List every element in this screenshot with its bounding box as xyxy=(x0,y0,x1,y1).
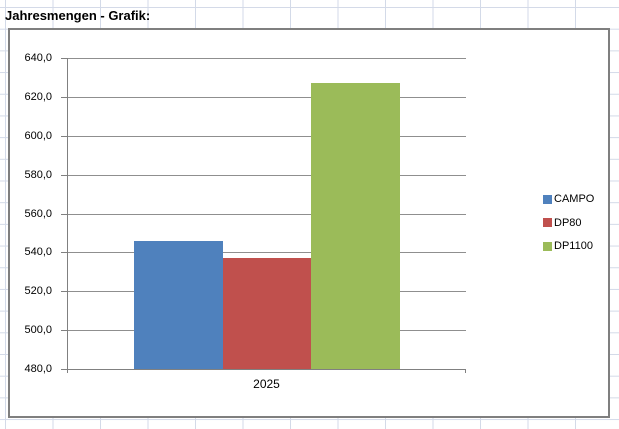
bar-dp80[interactable] xyxy=(222,258,312,369)
y-axis-tick-label[interactable]: 520,0 xyxy=(24,285,52,298)
y-gridline xyxy=(68,252,466,254)
y-gridline xyxy=(68,174,466,176)
y-axis-tick xyxy=(61,330,67,332)
bar-dp1100[interactable] xyxy=(311,83,400,369)
chart-object[interactable]: 2025 CAMPO DP80 DP1100 640,0 620,0 600,0 580,… xyxy=(8,28,610,418)
y-axis-tick xyxy=(61,174,67,176)
y-axis-tick-label[interactable]: 500,0 xyxy=(24,324,52,337)
y-gridline xyxy=(68,96,466,98)
x-axis-tick-label[interactable]: 2025 xyxy=(253,377,280,391)
legend-entry-dp80[interactable]: DP80 xyxy=(543,216,594,230)
legend-label: DP1100 xyxy=(554,240,593,252)
legend: CAMPO DP80 DP1100 xyxy=(543,192,594,263)
plot-area xyxy=(67,58,466,370)
legend-swatch-icon xyxy=(543,218,552,227)
y-axis-tick xyxy=(61,96,67,98)
legend-swatch-icon xyxy=(543,241,552,251)
y-axis-tick-label[interactable]: 600,0 xyxy=(24,129,52,142)
y-axis-tick xyxy=(61,213,67,215)
legend-label: CAMPO xyxy=(554,193,595,205)
legend-entry-campo[interactable]: CAMPO xyxy=(543,192,594,206)
y-axis-tick-label[interactable]: 560,0 xyxy=(24,207,52,220)
x-axis-tick xyxy=(465,369,466,373)
y-axis-tick xyxy=(61,252,67,254)
y-axis-tick xyxy=(61,291,67,293)
y-axis-tick xyxy=(61,135,67,137)
y-axis-tick-label[interactable]: 640,0 xyxy=(24,52,52,64)
y-axis-tick xyxy=(61,369,67,370)
y-gridline xyxy=(68,135,466,137)
y-axis-tick-label[interactable]: 540,0 xyxy=(24,246,52,259)
legend-entry-dp1100[interactable]: DP1100 xyxy=(543,239,594,253)
y-axis-tick-label[interactable]: 480,0 xyxy=(24,363,52,375)
sheet-title[interactable]: Jahresmengen - Grafik: xyxy=(5,8,151,23)
legend-swatch-icon xyxy=(543,194,552,204)
y-gridline xyxy=(68,213,466,215)
legend-label: DP80 xyxy=(554,216,582,229)
y-axis-tick-label[interactable]: 580,0 xyxy=(24,168,52,181)
y-axis-tick xyxy=(61,58,67,59)
bar-campo[interactable] xyxy=(134,240,223,369)
y-gridline xyxy=(68,58,466,59)
x-axis-tick xyxy=(67,369,68,373)
y-axis-tick-label[interactable]: 620,0 xyxy=(24,90,52,103)
